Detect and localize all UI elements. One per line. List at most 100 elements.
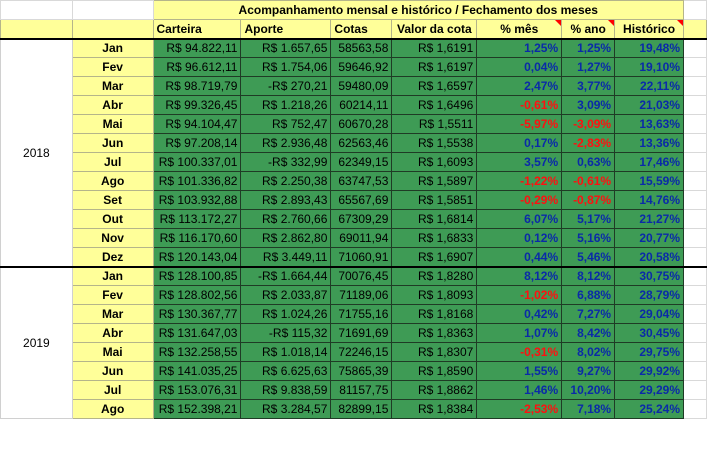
pct-mes-cell[interactable]: -1,02% (476, 285, 563, 305)
pct-ano-cell[interactable]: 8,12% (561, 265, 616, 286)
valor-cota-cell[interactable]: R$ 1,8384 (391, 399, 478, 419)
pct-ano-cell[interactable]: 8,02% (561, 342, 616, 362)
pct-ano-cell[interactable]: 6,88% (561, 285, 616, 305)
valor-cota-cell[interactable]: R$ 1,6197 (391, 57, 478, 77)
aporte-cell[interactable]: R$ 1.754,06 (240, 57, 332, 77)
cotas-cell[interactable]: 65567,69 (330, 190, 393, 210)
pct-ano-cell[interactable]: 5,46% (561, 247, 616, 267)
aporte-cell[interactable]: R$ 2.033,87 (240, 285, 332, 305)
pct-mes-cell[interactable]: 1,25% (476, 37, 563, 58)
pct-ano-cell[interactable]: 8,42% (561, 323, 616, 343)
cotas-cell[interactable]: 71189,06 (330, 285, 393, 305)
empty-cell[interactable] (683, 228, 707, 248)
year-cell[interactable]: 2019 (0, 265, 73, 419)
month-cell[interactable]: Mar (71, 304, 154, 324)
cotas-cell[interactable]: 58563,58 (330, 37, 393, 58)
col-header-historico[interactable]: Histórico (614, 19, 685, 39)
empty-cell[interactable] (683, 171, 707, 191)
valor-cota-cell[interactable]: R$ 1,8307 (391, 342, 478, 362)
cotas-cell[interactable]: 60670,28 (330, 114, 393, 134)
month-cell[interactable]: Fev (71, 285, 154, 305)
empty-cell[interactable] (683, 57, 707, 77)
carteira-cell[interactable]: R$ 98.719,79 (152, 76, 242, 96)
carteira-cell[interactable]: R$ 130.367,77 (152, 304, 242, 324)
historico-cell[interactable]: 30,45% (614, 323, 685, 343)
historico-cell[interactable]: 29,92% (614, 361, 685, 381)
cotas-cell[interactable]: 71060,91 (330, 247, 393, 267)
historico-cell[interactable]: 21,27% (614, 209, 685, 229)
carteira-cell[interactable]: R$ 152.398,21 (152, 399, 242, 419)
cotas-cell[interactable]: 62563,46 (330, 133, 393, 153)
empty-cell[interactable] (683, 19, 707, 39)
month-cell[interactable]: Set (71, 190, 154, 210)
month-cell[interactable]: Abr (71, 95, 154, 115)
empty-cell[interactable] (683, 323, 707, 343)
cotas-cell[interactable]: 60214,11 (330, 95, 393, 115)
empty-cell[interactable] (683, 380, 707, 400)
pct-ano-cell[interactable]: -0,61% (561, 171, 616, 191)
valor-cota-cell[interactable]: R$ 1,6597 (391, 76, 478, 96)
month-cell[interactable]: Jul (71, 380, 154, 400)
empty-cell[interactable] (683, 37, 707, 58)
aporte-cell[interactable]: R$ 1.218,26 (240, 95, 332, 115)
pct-mes-cell[interactable]: -5,97% (476, 114, 563, 134)
aporte-cell[interactable]: R$ 2.760,66 (240, 209, 332, 229)
month-cell[interactable]: Jun (71, 361, 154, 381)
aporte-cell[interactable]: R$ 2.250,38 (240, 171, 332, 191)
historico-cell[interactable]: 22,11% (614, 76, 685, 96)
empty-cell[interactable] (683, 265, 707, 286)
valor-cota-cell[interactable]: R$ 1,5851 (391, 190, 478, 210)
pct-mes-cell[interactable]: 0,17% (476, 133, 563, 153)
pct-mes-cell[interactable]: 1,46% (476, 380, 563, 400)
month-cell[interactable]: Ago (71, 399, 154, 419)
month-cell[interactable]: Ago (71, 171, 154, 191)
historico-cell[interactable]: 25,24% (614, 399, 685, 419)
empty-cell[interactable] (683, 247, 707, 267)
carteira-cell[interactable]: R$ 132.258,55 (152, 342, 242, 362)
col-header-pct-ano[interactable]: % ano (561, 19, 616, 39)
carteira-cell[interactable]: R$ 96.612,11 (152, 57, 242, 77)
empty-cell[interactable] (683, 285, 707, 305)
carteira-cell[interactable]: R$ 101.336,82 (152, 171, 242, 191)
valor-cota-cell[interactable]: R$ 1,6907 (391, 247, 478, 267)
corner-cell[interactable] (0, 0, 73, 20)
empty-cell[interactable] (683, 304, 707, 324)
empty-cell[interactable] (683, 76, 707, 96)
valor-cota-cell[interactable]: R$ 1,8862 (391, 380, 478, 400)
historico-cell[interactable]: 28,79% (614, 285, 685, 305)
aporte-cell[interactable]: R$ 1.657,65 (240, 37, 332, 58)
col-header-pct-mes[interactable]: % mês (476, 19, 563, 39)
pct-ano-cell[interactable]: 0,63% (561, 152, 616, 172)
pct-mes-cell[interactable]: 0,12% (476, 228, 563, 248)
cotas-cell[interactable]: 59646,92 (330, 57, 393, 77)
carteira-cell[interactable]: R$ 120.143,04 (152, 247, 242, 267)
pct-ano-cell[interactable]: 3,09% (561, 95, 616, 115)
year-cell[interactable]: 2018 (0, 37, 73, 267)
historico-cell[interactable]: 13,63% (614, 114, 685, 134)
aporte-cell[interactable]: -R$ 270,21 (240, 76, 332, 96)
month-cell[interactable]: Jan (71, 265, 154, 286)
aporte-cell[interactable]: R$ 2.893,43 (240, 190, 332, 210)
col-header-cotas[interactable]: Cotas (330, 19, 393, 39)
cotas-cell[interactable]: 70076,45 (330, 265, 393, 286)
month-cell[interactable]: Jan (71, 37, 154, 58)
carteira-cell[interactable]: R$ 100.337,01 (152, 152, 242, 172)
table-title[interactable]: Acompanhamento mensal e histórico / Fech… (152, 0, 685, 20)
corner-cell[interactable] (71, 0, 154, 20)
pct-mes-cell[interactable]: -0,31% (476, 342, 563, 362)
historico-cell[interactable]: 15,59% (614, 171, 685, 191)
carteira-cell[interactable]: R$ 103.932,88 (152, 190, 242, 210)
valor-cota-cell[interactable]: R$ 1,8093 (391, 285, 478, 305)
month-cell[interactable]: Mar (71, 76, 154, 96)
aporte-cell[interactable]: R$ 3.449,11 (240, 247, 332, 267)
historico-cell[interactable]: 19,48% (614, 37, 685, 58)
historico-cell[interactable]: 29,04% (614, 304, 685, 324)
pct-ano-cell[interactable]: 5,17% (561, 209, 616, 229)
pct-ano-cell[interactable]: 1,25% (561, 37, 616, 58)
historico-cell[interactable]: 20,77% (614, 228, 685, 248)
month-cell[interactable]: Dez (71, 247, 154, 267)
aporte-cell[interactable]: R$ 3.284,57 (240, 399, 332, 419)
pct-mes-cell[interactable]: 0,42% (476, 304, 563, 324)
aporte-cell[interactable]: R$ 2.862,80 (240, 228, 332, 248)
cotas-cell[interactable]: 62349,15 (330, 152, 393, 172)
